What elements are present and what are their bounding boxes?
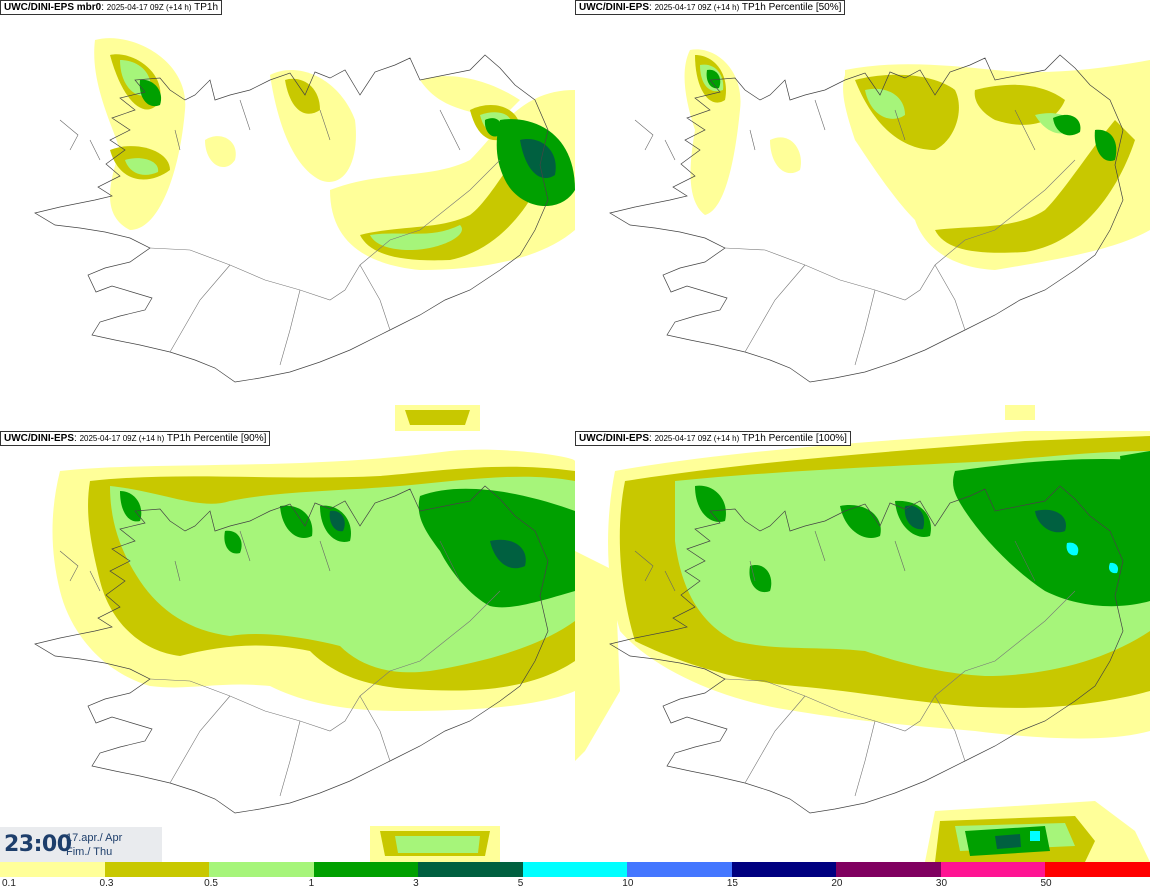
legend-tick-label: 3 bbox=[413, 878, 419, 889]
legend-swatch bbox=[1045, 862, 1150, 877]
panel-title: UWC/DINI-EPS: 2025-04-17 09Z (+14 h) TP1… bbox=[0, 431, 271, 446]
precip-map bbox=[34, 449, 575, 862]
legend-swatch bbox=[836, 862, 941, 877]
legend-tick-label: 30 bbox=[935, 878, 948, 889]
valid-time-box: 23:00 17.apr./ Apr Fim./ Thu bbox=[0, 827, 162, 862]
legend-swatch bbox=[940, 862, 1046, 877]
map-panel-p90: UWC/DINI-EPS: 2025-04-17 09Z (+14 h) TP1… bbox=[0, 431, 575, 862]
legend-swatch bbox=[104, 862, 210, 877]
legend-tick-label: 1 bbox=[308, 878, 315, 889]
legend-tick-label: 0.5 bbox=[204, 878, 218, 889]
legend-swatch bbox=[209, 862, 314, 877]
panel-title: UWC/DINI-EPS: 2025-04-17 09Z (+14 h) TP1… bbox=[575, 431, 851, 446]
legend-swatch bbox=[418, 862, 523, 877]
legend-tick-label: 10 bbox=[622, 878, 634, 889]
legend-swatch bbox=[522, 862, 628, 877]
panel-title: UWC/DINI-EPS: 2025-04-17 09Z (+14 h) TP1… bbox=[575, 0, 846, 15]
legend-tick-label: 5 bbox=[517, 878, 524, 889]
color-legend: 0.1 0.3 0.5 1 3 5 10 15 20 30 50 bbox=[0, 862, 1150, 891]
precip-map bbox=[609, 49, 1150, 420]
precip-map bbox=[575, 431, 1150, 862]
legend-tick-label: 20 bbox=[831, 878, 843, 889]
map-panel-p100: UWC/DINI-EPS: 2025-04-17 09Z (+14 h) TP1… bbox=[575, 431, 1150, 862]
legend-swatch bbox=[313, 862, 419, 877]
map-panel-p50: UWC/DINI-EPS: 2025-04-17 09Z (+14 h) TP1… bbox=[575, 0, 1150, 431]
map-panel-mbr0: UWC/DINI-EPS mbr0: 2025-04-17 09Z (+14 h… bbox=[0, 0, 575, 431]
precip-map bbox=[34, 38, 575, 431]
legend-tick-label: 0.1 bbox=[2, 878, 16, 889]
legend-tick-label: 50 bbox=[1040, 878, 1052, 889]
legend-swatch bbox=[731, 862, 837, 877]
legend-bar bbox=[0, 862, 1150, 877]
valid-date: 17.apr./ Apr Fim./ Thu bbox=[66, 832, 123, 858]
legend-swatch bbox=[0, 862, 105, 877]
panel-title: UWC/DINI-EPS mbr0: 2025-04-17 09Z (+14 h… bbox=[0, 0, 223, 15]
legend-tick-label: 15 bbox=[726, 878, 738, 889]
legend-tick-label: 0.3 bbox=[99, 878, 114, 889]
legend-swatch bbox=[627, 862, 732, 877]
valid-time: 23:00 bbox=[4, 832, 72, 857]
